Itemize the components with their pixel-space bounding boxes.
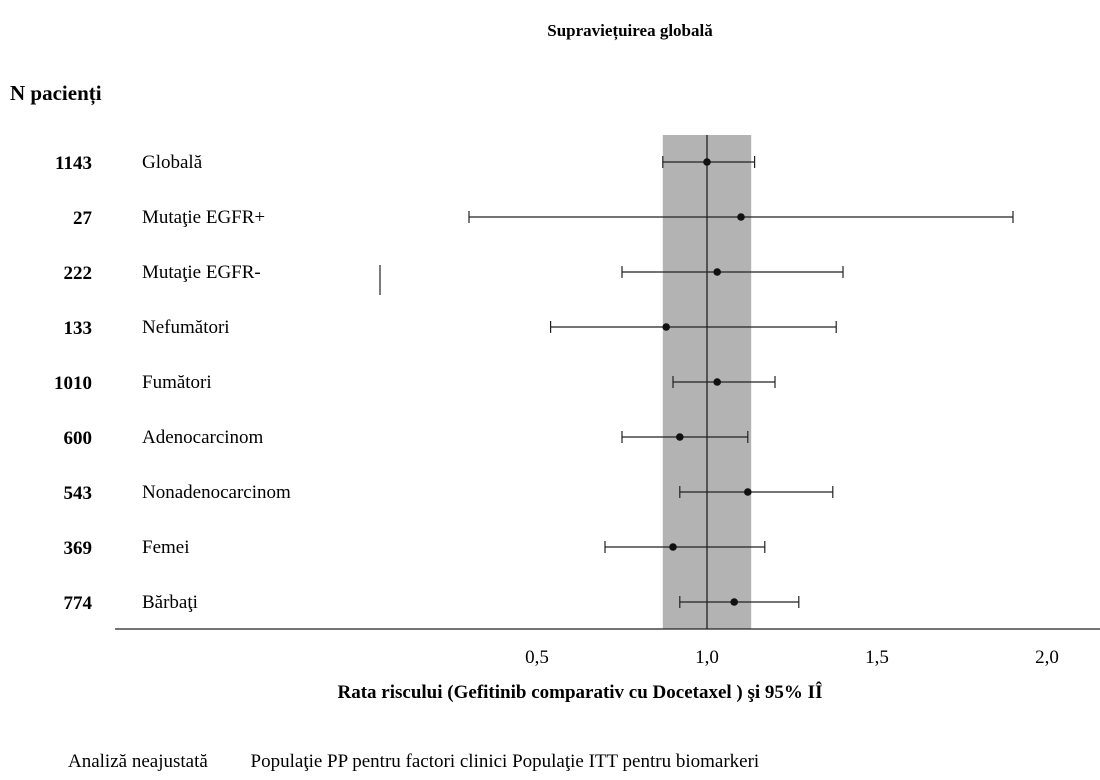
row-subgroup-label: Femei bbox=[142, 537, 190, 558]
hazard-ratio-point bbox=[737, 213, 745, 221]
hazard-ratio-point bbox=[703, 158, 711, 166]
forest-row: 543 Nonadenocarcinom bbox=[64, 482, 834, 504]
row-subgroup-label: Fumători bbox=[142, 372, 212, 393]
row-subgroup-label: Mutaţie EGFR+ bbox=[142, 207, 265, 228]
row-subgroup-label: Globală bbox=[142, 152, 203, 173]
hazard-ratio-point bbox=[662, 323, 670, 331]
x-tick-label: 1,0 bbox=[695, 647, 719, 668]
hazard-ratio-point bbox=[713, 268, 721, 276]
hazard-ratio-point bbox=[730, 598, 738, 606]
row-n-count: 133 bbox=[64, 318, 93, 339]
row-n-count: 27 bbox=[73, 208, 93, 229]
row-subgroup-label: Mutaţie EGFR- bbox=[142, 262, 261, 283]
hazard-ratio-point bbox=[676, 433, 684, 441]
forest-row: 222 Mutaţie EGFR- bbox=[64, 262, 844, 284]
row-n-count: 600 bbox=[64, 428, 93, 449]
footer-legend: Analiză neajustată Populaţie PP pentru f… bbox=[68, 751, 759, 772]
chart-title: Supraviețuirea globală bbox=[547, 21, 713, 41]
row-n-count: 1143 bbox=[55, 153, 92, 174]
x-tick-label: 2,0 bbox=[1035, 647, 1059, 668]
forest-row: 600 Adenocarcinom bbox=[64, 427, 749, 449]
row-subgroup-label: Nonadenocarcinom bbox=[142, 482, 291, 503]
row-subgroup-label: Adenocarcinom bbox=[142, 427, 264, 448]
row-n-count: 222 bbox=[64, 263, 93, 284]
n-patients-header: N pacienți bbox=[10, 81, 102, 106]
row-n-count: 1010 bbox=[54, 373, 92, 394]
row-n-count: 543 bbox=[64, 483, 93, 504]
row-subgroup-label: Nefumători bbox=[142, 317, 230, 338]
forest-row: 774 Bărbaţi bbox=[64, 592, 800, 614]
hazard-ratio-point bbox=[713, 378, 721, 386]
hazard-ratio-point bbox=[744, 488, 752, 496]
row-n-count: 774 bbox=[64, 593, 93, 614]
forest-row: 369 Femei bbox=[64, 537, 766, 559]
x-axis-label: Rata riscului (Gefitinib comparativ cu D… bbox=[338, 681, 823, 703]
x-tick-label: 1,5 bbox=[865, 647, 889, 668]
row-n-count: 369 bbox=[64, 538, 93, 559]
forest-row: 27 Mutaţie EGFR+ bbox=[73, 207, 1014, 229]
x-tick-label: 0,5 bbox=[525, 647, 549, 668]
forest-row: 1010 Fumători bbox=[54, 372, 776, 394]
row-subgroup-label: Bărbaţi bbox=[142, 592, 198, 613]
hazard-ratio-point bbox=[669, 543, 677, 551]
forest-row: 133 Nefumători bbox=[64, 317, 837, 339]
forest-row: 1143 Globală bbox=[55, 152, 756, 174]
